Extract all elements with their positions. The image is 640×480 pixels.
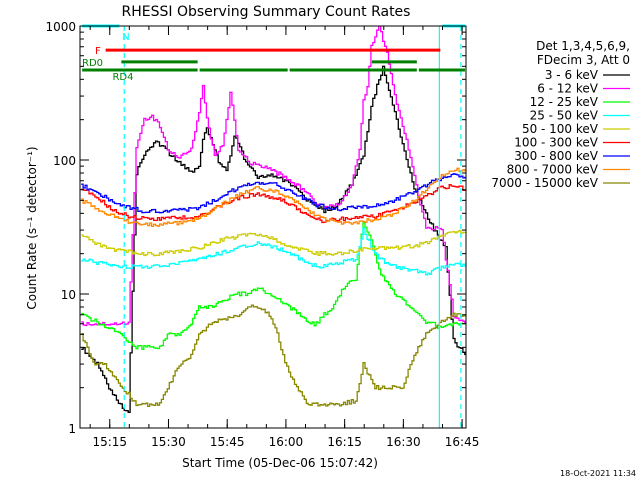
legend-label-7: 300 - 800 keV xyxy=(514,149,598,163)
legend-header-line2: FDecim 3, Att 0 xyxy=(537,53,630,67)
plot-frame xyxy=(79,25,467,429)
series-line-3 xyxy=(81,222,466,350)
chart-title: RHESSI Observing Summary Count Rates xyxy=(122,4,411,20)
legend-label-9: 7000 - 15000 keV xyxy=(491,176,598,190)
y-tick-label: 100 xyxy=(53,154,76,168)
series-line-5 xyxy=(81,229,466,257)
state-label-f: F xyxy=(95,46,101,57)
x-tick-label: 15:30 xyxy=(151,435,186,449)
series-line-4 xyxy=(81,227,466,276)
x-tick-label: 15:15 xyxy=(92,435,127,449)
y-axis-label: Count Rate (s⁻¹ detector⁻¹) xyxy=(25,146,39,309)
legend-label-1: 3 - 6 keV xyxy=(545,68,599,82)
legend-header-line1: Det 1,3,4,5,6,9, xyxy=(536,39,630,53)
legend-label-2: 6 - 12 keV xyxy=(537,82,599,96)
series-line-2 xyxy=(81,26,466,327)
footer-date: 18-Oct-2021 11:34 xyxy=(560,469,636,478)
x-tick-label: 16:00 xyxy=(269,435,304,449)
state-label-rd4: RD4 xyxy=(112,72,133,83)
x-axis-label: Start Time (05-Dec-06 15:07:42) xyxy=(182,456,378,470)
x-tick-label: 16:15 xyxy=(327,435,362,449)
legend-label-5: 50 - 100 keV xyxy=(522,122,599,136)
legend-label-6: 100 - 300 keV xyxy=(514,136,598,150)
x-tick-label: 15:45 xyxy=(210,435,245,449)
y-tick-label: 1 xyxy=(68,422,76,436)
series-line-1 xyxy=(81,65,466,413)
series-line-7 xyxy=(81,173,466,214)
legend-label-4: 25 - 50 keV xyxy=(530,109,599,123)
state-label-n: N xyxy=(122,32,129,43)
legend-label-8: 800 - 7000 keV xyxy=(507,163,599,177)
y-tick-label: 1000 xyxy=(45,20,76,34)
series-line-9 xyxy=(81,304,466,408)
y-tick-label: 10 xyxy=(61,288,76,302)
series-line-8 xyxy=(81,167,466,228)
legend-label-3: 12 - 25 keV xyxy=(530,95,599,109)
x-tick-label: 16:30 xyxy=(386,435,421,449)
x-tick-label: 16:45 xyxy=(445,435,480,449)
series-group xyxy=(81,26,466,413)
state-label-rd0: RD0 xyxy=(82,58,103,69)
